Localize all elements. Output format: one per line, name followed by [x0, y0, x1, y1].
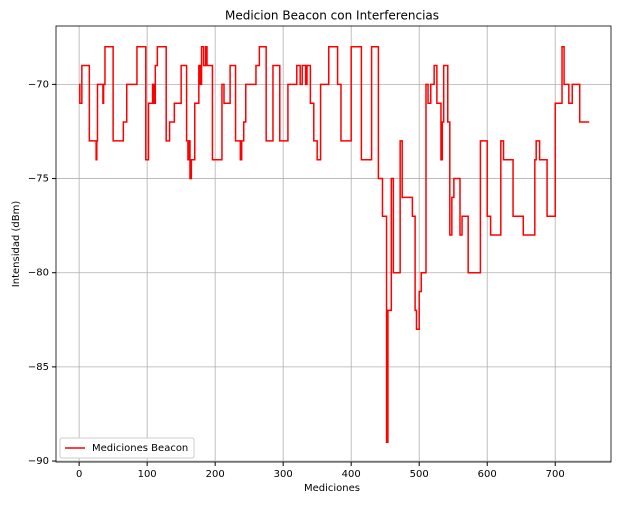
- x-tick-label: 500: [410, 469, 429, 480]
- legend-label: Mediciones Beacon: [92, 443, 188, 454]
- x-tick-label: 200: [206, 469, 225, 480]
- data-line: [79, 45, 590, 443]
- legend-box: [59, 437, 195, 459]
- x-tick-label: 100: [138, 469, 157, 480]
- y-tick-label: −90: [28, 456, 49, 467]
- plot-frame: [55, 25, 612, 463]
- x-tick-label: 400: [342, 469, 361, 480]
- x-axis-label: Mediciones: [304, 483, 360, 494]
- y-tick-label: −70: [28, 79, 49, 90]
- y-tick-label: −75: [28, 174, 49, 185]
- y-axis-label: Intensidad (dBm): [11, 201, 22, 288]
- x-tick-label: 300: [274, 469, 293, 480]
- x-tick-label: 600: [478, 469, 497, 480]
- legend: Mediciones Beacon: [59, 437, 195, 459]
- x-tick-label: 700: [546, 469, 565, 480]
- chart-title: Medicion Beacon con Interferencias: [225, 9, 439, 23]
- y-tick-label: −85: [28, 362, 49, 373]
- y-tick-label: −80: [28, 268, 49, 279]
- x-tick-label: 0: [76, 469, 82, 480]
